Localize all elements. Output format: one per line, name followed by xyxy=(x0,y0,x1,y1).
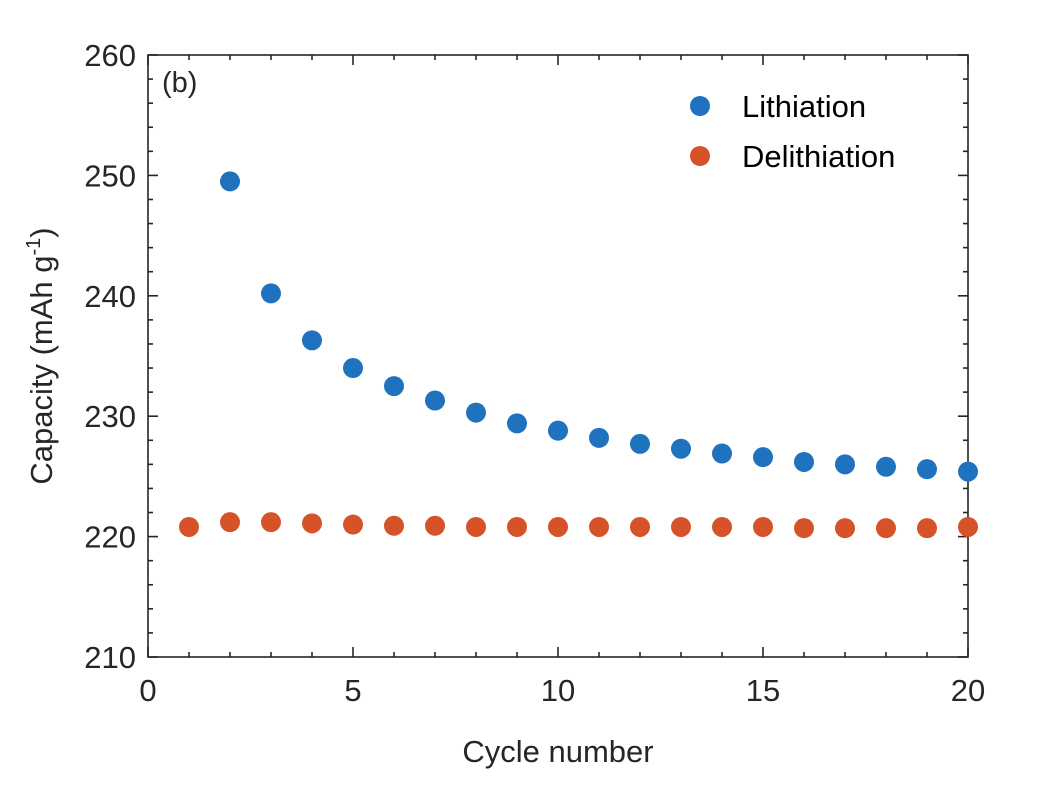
delithiation-point xyxy=(261,512,281,533)
x-tick-label: 10 xyxy=(541,673,575,708)
axis-tick-labels: 0 5 10 15 20 210 220 230 240 250 260 xyxy=(84,38,985,708)
delithiation-point xyxy=(794,518,814,539)
lithiation-point xyxy=(712,443,732,464)
y-tick-label: 220 xyxy=(84,520,136,555)
x-tick-label: 20 xyxy=(951,673,985,708)
lithiation-point xyxy=(384,376,404,397)
lithiation-point xyxy=(548,420,568,441)
lithiation-point xyxy=(343,358,363,379)
lithiation-point xyxy=(466,402,486,423)
delithiation-point xyxy=(548,516,568,537)
delithiation-point xyxy=(466,516,486,537)
delithiation-point xyxy=(343,514,363,535)
legend-label-delithiation: Delithiation xyxy=(742,139,895,174)
delithiation-point xyxy=(302,513,322,534)
x-tick-label: 15 xyxy=(746,673,780,708)
x-axis-title: Cycle number xyxy=(462,734,653,769)
delithiation-point xyxy=(179,516,199,537)
legend-marker-lithiation xyxy=(690,96,710,116)
legend: Lithiation Delithiation xyxy=(690,89,895,174)
y-tick-label: 210 xyxy=(84,640,136,675)
delithiation-point xyxy=(876,518,896,539)
delithiation-point xyxy=(589,516,609,537)
delithiation-point xyxy=(671,516,691,537)
data-points xyxy=(179,171,978,539)
lithiation-point xyxy=(958,461,978,482)
delithiation-point xyxy=(507,516,527,537)
lithiation-point xyxy=(507,413,527,434)
y-tick-label: 230 xyxy=(84,399,136,434)
delithiation-point xyxy=(425,515,445,536)
lithiation-point xyxy=(917,459,937,480)
delithiation-point xyxy=(712,516,732,537)
y-axis-title: Capacity (mAh g-1) xyxy=(23,227,59,484)
x-tick-label: 5 xyxy=(344,673,361,708)
lithiation-point xyxy=(876,456,896,477)
lithiation-point xyxy=(794,451,814,472)
lithiation-point xyxy=(671,438,691,459)
y-axis-title-close: ) xyxy=(24,227,59,237)
x-tick-label: 0 xyxy=(139,673,156,708)
panel-label: (b) xyxy=(162,67,197,99)
delithiation-point xyxy=(384,515,404,536)
delithiation-point xyxy=(917,518,937,539)
delithiation-point xyxy=(958,516,978,537)
lithiation-point xyxy=(425,390,445,411)
y-axis-title-main: Capacity (mAh g xyxy=(24,255,59,484)
lithiation-point xyxy=(753,447,773,468)
lithiation-point xyxy=(630,433,650,454)
delithiation-point xyxy=(220,512,240,533)
legend-marker-delithiation xyxy=(690,146,710,166)
lithiation-point xyxy=(302,330,322,351)
delithiation-point xyxy=(630,516,650,537)
delithiation-point xyxy=(835,518,855,539)
delithiation-point xyxy=(753,516,773,537)
lithiation-point xyxy=(220,171,240,192)
axis-ticks xyxy=(147,54,969,658)
y-tick-label: 260 xyxy=(84,38,136,73)
y-axis-title-superscript: -1 xyxy=(23,238,45,256)
legend-label-lithiation: Lithiation xyxy=(742,89,866,124)
lithiation-point xyxy=(835,454,855,475)
y-tick-label: 250 xyxy=(84,158,136,193)
lithiation-point xyxy=(589,427,609,448)
y-tick-label: 240 xyxy=(84,279,136,314)
lithiation-point xyxy=(261,283,281,304)
